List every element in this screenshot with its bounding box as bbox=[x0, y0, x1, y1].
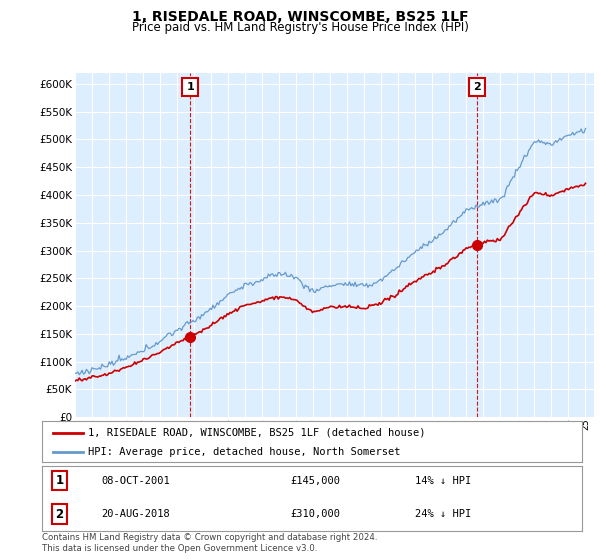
Text: Contains HM Land Registry data © Crown copyright and database right 2024.
This d: Contains HM Land Registry data © Crown c… bbox=[42, 533, 377, 553]
Text: 08-OCT-2001: 08-OCT-2001 bbox=[101, 475, 170, 486]
Text: £310,000: £310,000 bbox=[290, 509, 340, 519]
Text: 2: 2 bbox=[56, 507, 64, 521]
Text: 1: 1 bbox=[187, 82, 194, 92]
Text: 2: 2 bbox=[473, 82, 481, 92]
Text: 14% ↓ HPI: 14% ↓ HPI bbox=[415, 475, 471, 486]
Text: 1: 1 bbox=[56, 474, 64, 487]
Text: 1, RISEDALE ROAD, WINSCOMBE, BS25 1LF (detached house): 1, RISEDALE ROAD, WINSCOMBE, BS25 1LF (d… bbox=[88, 428, 425, 437]
Text: 20-AUG-2018: 20-AUG-2018 bbox=[101, 509, 170, 519]
Text: 1, RISEDALE ROAD, WINSCOMBE, BS25 1LF: 1, RISEDALE ROAD, WINSCOMBE, BS25 1LF bbox=[131, 10, 469, 24]
Text: Price paid vs. HM Land Registry's House Price Index (HPI): Price paid vs. HM Land Registry's House … bbox=[131, 21, 469, 34]
Text: £145,000: £145,000 bbox=[290, 475, 340, 486]
Text: HPI: Average price, detached house, North Somerset: HPI: Average price, detached house, Nort… bbox=[88, 447, 400, 457]
Text: 24% ↓ HPI: 24% ↓ HPI bbox=[415, 509, 471, 519]
